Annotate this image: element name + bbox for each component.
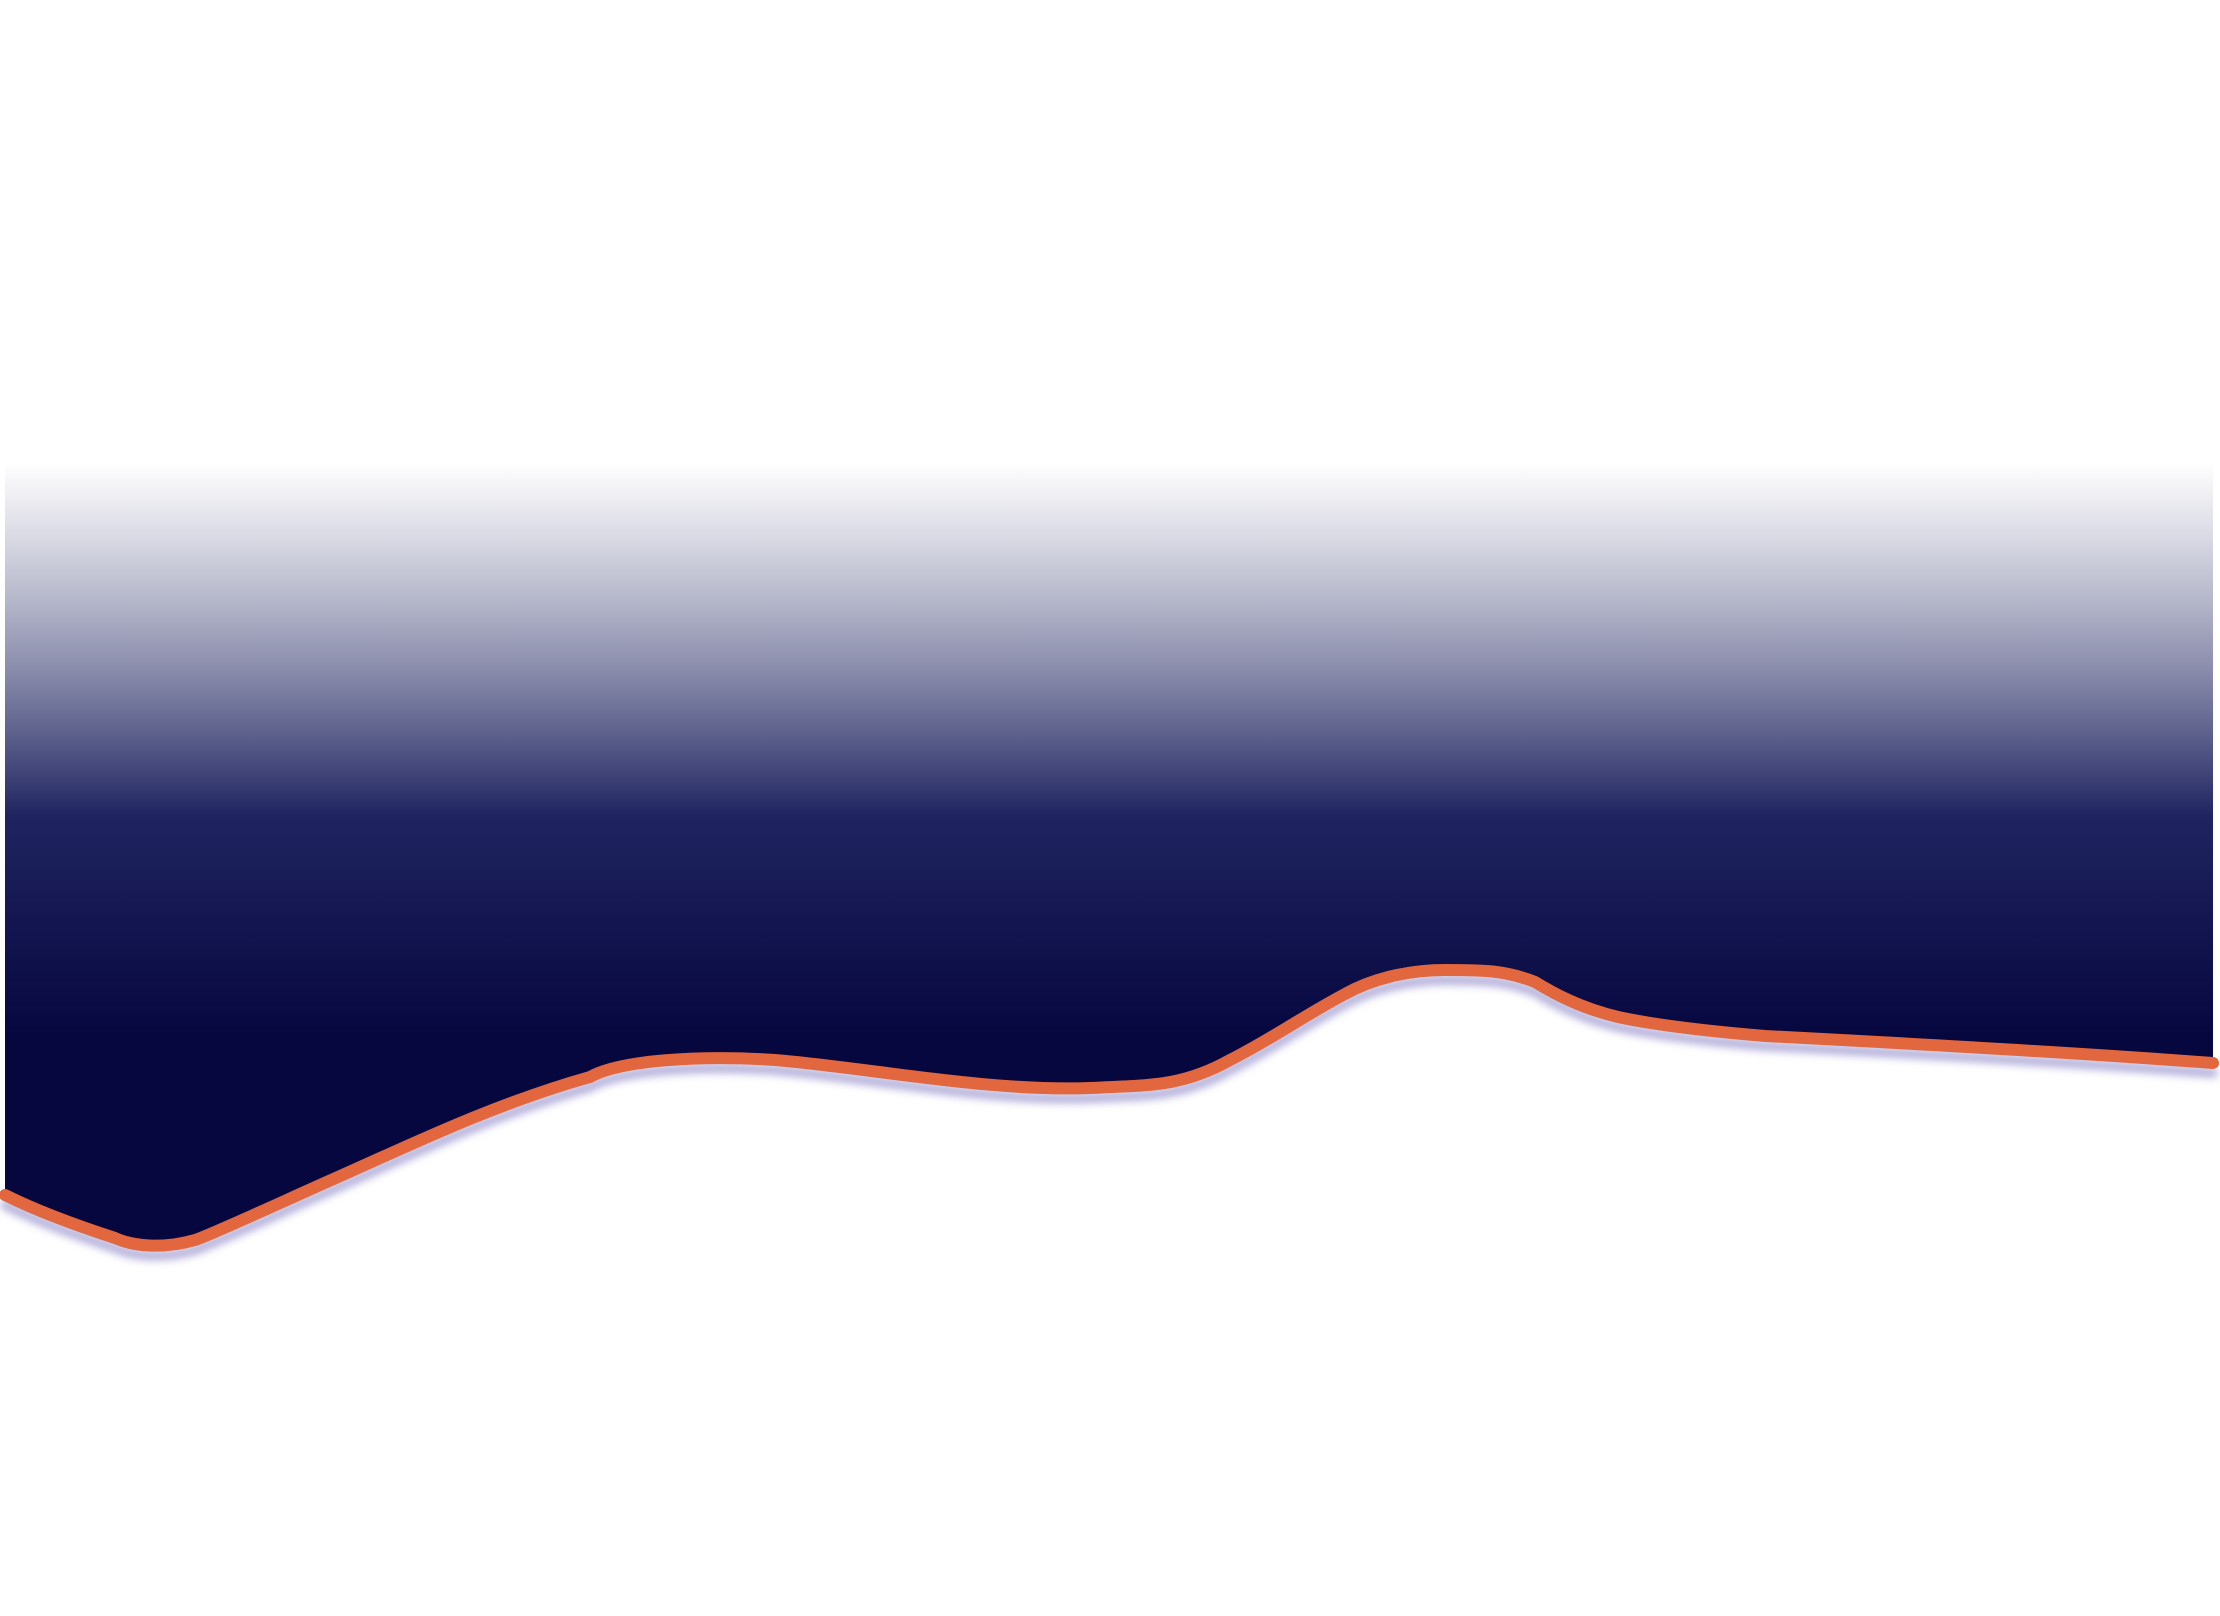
orange-edge-line (0, 963, 2219, 1252)
gradient-band (5, 290, 2213, 1246)
edge-shadow (0, 974, 2218, 1261)
